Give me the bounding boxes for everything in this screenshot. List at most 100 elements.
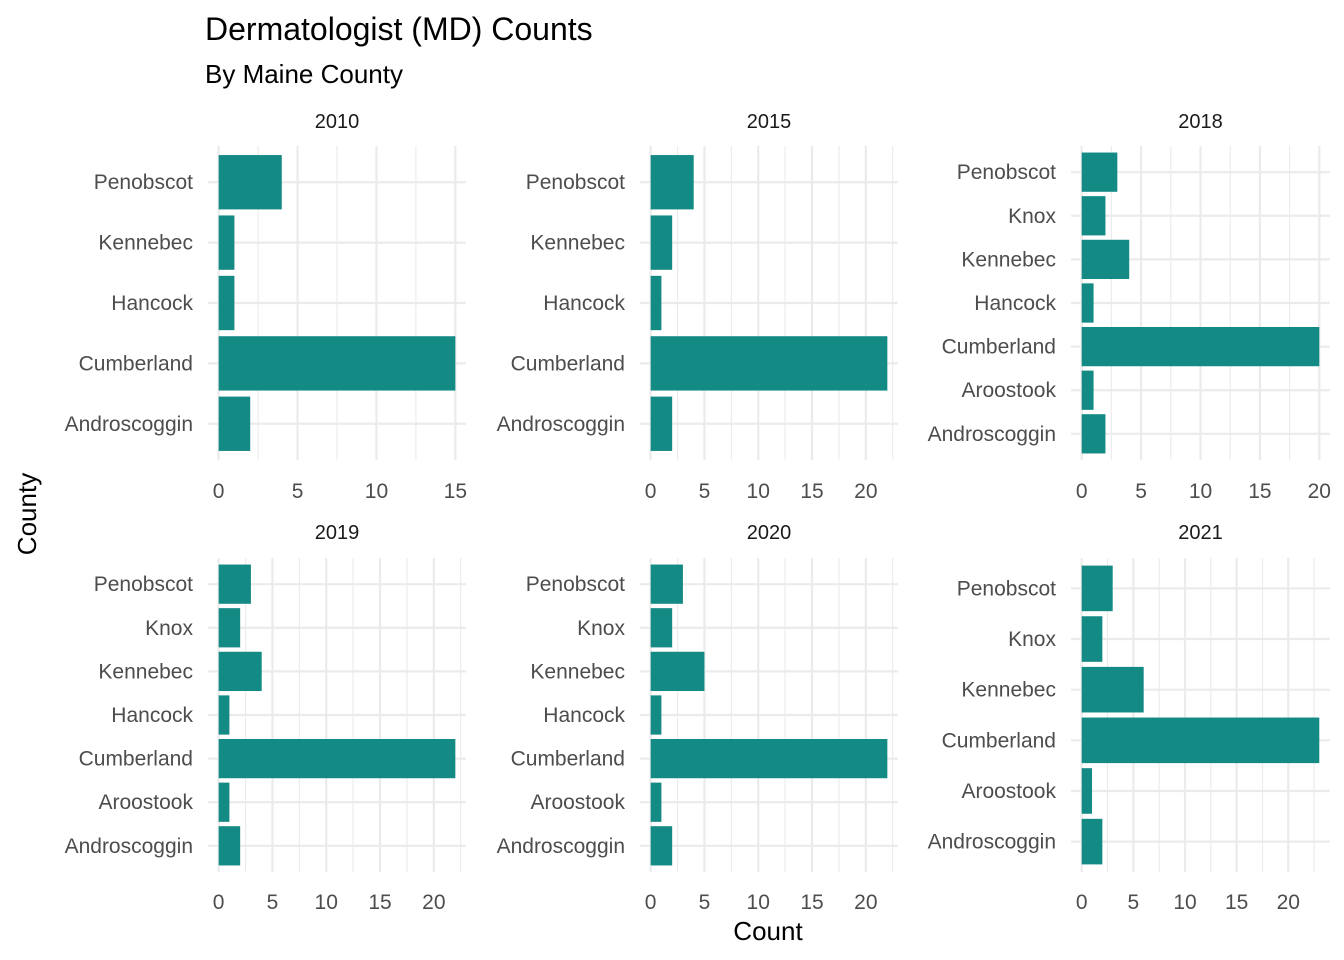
facet-strip-label: 2021 bbox=[1178, 522, 1223, 544]
bar-androscoggin bbox=[1081, 414, 1106, 454]
facet-strip-label: 2010 bbox=[315, 111, 360, 133]
y-tick-label: Penobscot bbox=[526, 573, 625, 596]
bar-androscoggin bbox=[218, 396, 251, 451]
y-tick-label: Knox bbox=[577, 617, 625, 640]
bar-kennebec bbox=[1081, 666, 1144, 713]
bar-androscoggin bbox=[1081, 818, 1103, 865]
x-tick-label: 0 bbox=[1076, 480, 1088, 503]
x-tick-label: 5 bbox=[1128, 891, 1140, 914]
y-tick-label: Knox bbox=[1008, 628, 1056, 651]
bar-aroostook bbox=[218, 782, 230, 822]
bar-penobscot bbox=[650, 155, 694, 210]
bar-cumberland bbox=[650, 336, 888, 391]
y-tick-label: Androscoggin bbox=[65, 835, 193, 858]
x-tick-label: 20 bbox=[854, 891, 877, 914]
x-tick-label: 15 bbox=[368, 891, 391, 914]
y-tick-label: Hancock bbox=[111, 704, 193, 727]
bar-knox bbox=[1081, 616, 1103, 662]
bar-penobscot bbox=[218, 155, 282, 210]
y-tick-label: Knox bbox=[145, 617, 193, 640]
bar-penobscot bbox=[218, 564, 251, 604]
y-tick-label: Kennebec bbox=[530, 660, 625, 683]
y-tick-label: Aroostook bbox=[98, 791, 193, 814]
y-tick-label: Hancock bbox=[543, 292, 625, 315]
y-tick-label: Kennebec bbox=[98, 660, 193, 683]
x-tick-label: 0 bbox=[1076, 891, 1088, 914]
y-tick-label: Androscoggin bbox=[65, 413, 193, 436]
x-tick-label: 10 bbox=[1173, 891, 1196, 914]
y-tick-label: Androscoggin bbox=[928, 831, 1056, 854]
facet-strip-label: 2018 bbox=[1178, 111, 1223, 133]
bar-knox bbox=[1081, 196, 1106, 236]
y-tick-label: Kennebec bbox=[961, 679, 1056, 702]
bar-aroostook bbox=[1081, 370, 1094, 410]
x-tick-label: 10 bbox=[747, 891, 770, 914]
y-tick-label: Cumberland bbox=[511, 748, 625, 771]
bar-cumberland bbox=[1081, 717, 1320, 764]
y-tick-label: Hancock bbox=[974, 292, 1056, 315]
x-tick-label: 20 bbox=[1308, 480, 1331, 503]
x-tick-label: 20 bbox=[1277, 891, 1300, 914]
bar-hancock bbox=[218, 275, 235, 331]
y-tick-label: Androscoggin bbox=[928, 423, 1056, 446]
bar-aroostook bbox=[1081, 768, 1093, 814]
y-tick-label: Penobscot bbox=[957, 161, 1056, 184]
facet-panel-2010: Androscoggin Cumberland Hancock Kennebec Pen… bbox=[65, 111, 467, 503]
y-tick-label: Kennebec bbox=[98, 232, 193, 255]
y-tick-label: Kennebec bbox=[961, 248, 1056, 271]
y-tick-label: Cumberland bbox=[511, 352, 625, 375]
y-tick-label: Knox bbox=[1008, 205, 1056, 228]
x-tick-label: 10 bbox=[747, 480, 770, 503]
y-tick-label: Penobscot bbox=[94, 171, 193, 194]
chart-title: Dermatologist (MD) Counts bbox=[205, 11, 593, 47]
bar-hancock bbox=[650, 695, 662, 735]
y-tick-label: Hancock bbox=[111, 292, 193, 315]
bar-kennebec bbox=[650, 651, 705, 692]
y-tick-label: Aroostook bbox=[961, 379, 1056, 402]
x-tick-label: 5 bbox=[292, 480, 304, 503]
x-tick-label: 15 bbox=[800, 480, 823, 503]
bar-penobscot bbox=[1081, 152, 1118, 192]
bar-knox bbox=[650, 608, 673, 648]
bar-androscoggin bbox=[650, 396, 673, 451]
facet-strip-label: 2019 bbox=[315, 522, 360, 544]
y-tick-label: Cumberland bbox=[79, 352, 193, 375]
bar-kennebec bbox=[1081, 239, 1130, 280]
bar-cumberland bbox=[218, 738, 456, 779]
x-tick-label: 15 bbox=[1248, 480, 1271, 503]
facet-panel-2020: Androscoggin Aroostook Cumberland Hancock Ke… bbox=[497, 522, 898, 914]
bar-penobscot bbox=[650, 564, 683, 604]
bar-kennebec bbox=[650, 215, 673, 270]
bar-kennebec bbox=[218, 651, 262, 692]
y-axis-title: County bbox=[12, 473, 42, 555]
bar-cumberland bbox=[218, 336, 456, 391]
bar-hancock bbox=[1081, 283, 1094, 323]
bar-androscoggin bbox=[650, 826, 673, 866]
x-tick-label: 15 bbox=[800, 891, 823, 914]
y-tick-label: Aroostook bbox=[961, 780, 1056, 803]
x-tick-label: 5 bbox=[1135, 480, 1147, 503]
facet-strip-label: 2015 bbox=[747, 111, 792, 133]
facet-panel-2018: Androscoggin Aroostook Cumberland Hancock Ke… bbox=[928, 111, 1331, 503]
x-tick-label: 5 bbox=[699, 891, 711, 914]
y-tick-label: Cumberland bbox=[79, 748, 193, 771]
x-tick-label: 5 bbox=[699, 480, 711, 503]
x-tick-label: 10 bbox=[315, 891, 338, 914]
y-tick-label: Aroostook bbox=[530, 791, 625, 814]
x-axis-title: Count bbox=[733, 916, 803, 946]
y-tick-label: Kennebec bbox=[530, 232, 625, 255]
bar-hancock bbox=[650, 275, 662, 331]
x-tick-label: 15 bbox=[1225, 891, 1248, 914]
facet-panel-2019: Androscoggin Aroostook Cumberland Hancock Ke… bbox=[65, 522, 466, 914]
x-tick-label: 0 bbox=[213, 891, 225, 914]
x-tick-label: 10 bbox=[365, 480, 388, 503]
bar-penobscot bbox=[1081, 565, 1113, 612]
x-tick-label: 10 bbox=[1189, 480, 1212, 503]
x-tick-label: 15 bbox=[444, 480, 467, 503]
y-tick-label: Androscoggin bbox=[497, 835, 625, 858]
y-tick-label: Cumberland bbox=[942, 336, 1056, 359]
bar-cumberland bbox=[650, 738, 888, 779]
x-tick-label: 20 bbox=[422, 891, 445, 914]
facet-panel-2015: Androscoggin Cumberland Hancock Kennebec Pen… bbox=[497, 111, 898, 503]
x-tick-label: 20 bbox=[854, 480, 877, 503]
